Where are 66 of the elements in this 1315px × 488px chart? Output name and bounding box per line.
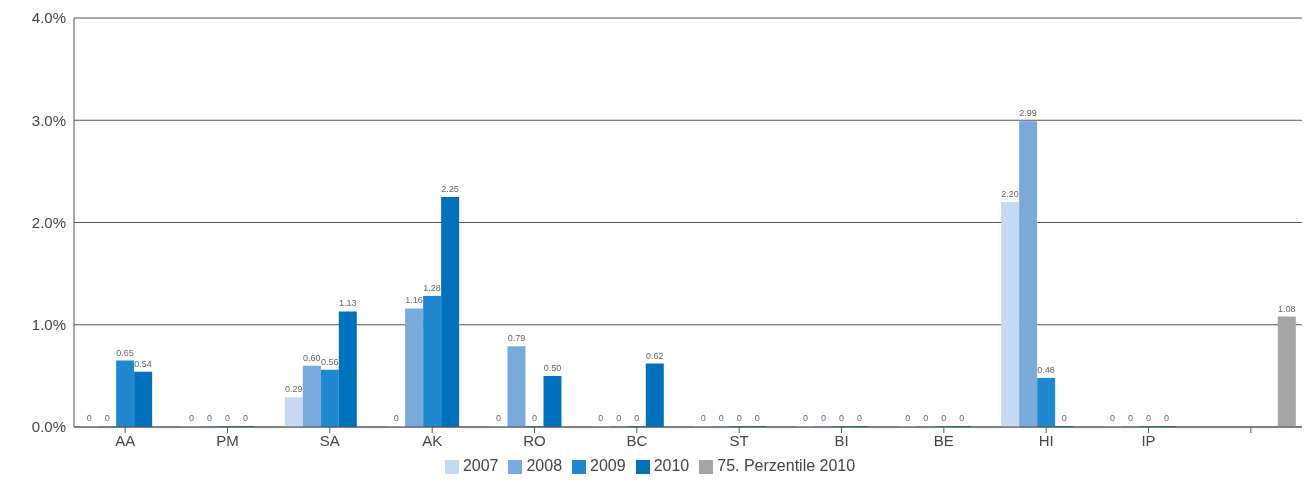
- data-label: 0: [959, 413, 965, 423]
- data-label: 0: [736, 413, 742, 423]
- y-tick-label: 0.0%: [31, 418, 66, 436]
- data-label: 1.08: [1278, 303, 1296, 314]
- legend-label: 2007: [462, 457, 499, 474]
- y-tick-label: 4.0%: [31, 9, 66, 27]
- data-label: 2.20: [1001, 189, 1019, 200]
- data-label: 0: [531, 413, 537, 423]
- data-label: 0.79: [507, 333, 526, 344]
- data-label: 0.29: [285, 384, 303, 395]
- data-label: 0.48: [1037, 364, 1055, 375]
- data-label: 0: [923, 413, 929, 423]
- data-label: 0: [905, 413, 911, 423]
- data-label: 0: [718, 413, 724, 423]
- data-label: 0: [242, 413, 248, 423]
- data-label: 0: [634, 413, 640, 423]
- data-label: 2.25: [441, 183, 459, 194]
- data-label: 0: [224, 413, 230, 423]
- data-label: 0: [206, 413, 212, 423]
- data-label: 0: [1109, 413, 1115, 423]
- data-label: 0: [856, 413, 862, 423]
- data-label: 0: [598, 413, 604, 423]
- data-label: 1.13: [339, 298, 357, 309]
- x-tick-label: BI: [834, 431, 849, 449]
- data-label: 0: [188, 413, 194, 423]
- data-label: 0: [700, 413, 706, 423]
- data-label: 0: [86, 413, 92, 423]
- x-tick-label: PM: [216, 431, 239, 449]
- x-tick-label: BE: [933, 431, 954, 449]
- y-tick-label: 1.0%: [31, 316, 66, 334]
- y-tick-label: 3.0%: [31, 111, 66, 129]
- data-label: 0: [838, 413, 844, 423]
- data-label: 0: [393, 413, 399, 423]
- data-label: 2.99: [1019, 108, 1037, 119]
- x-tick-label: BC: [626, 431, 648, 449]
- x-tick-label: ST: [729, 431, 749, 449]
- data-label: 0: [104, 413, 110, 423]
- data-label: 0.56: [321, 356, 339, 367]
- x-tick-label: RO: [523, 431, 546, 449]
- x-tick-label: SA: [319, 431, 340, 449]
- data-label: 0: [1127, 413, 1133, 423]
- data-label: 0: [1145, 413, 1151, 423]
- data-label: 0.50: [543, 362, 562, 373]
- data-label: 0: [495, 413, 501, 423]
- data-label: 0: [616, 413, 622, 423]
- data-label: 0.65: [116, 347, 134, 358]
- data-label: 0: [941, 413, 947, 423]
- legend-label: 2009: [590, 457, 626, 474]
- data-label: 0.54: [134, 358, 152, 369]
- data-label: 0: [1061, 413, 1067, 423]
- x-tick-label: AA: [115, 431, 136, 449]
- data-label: 0.62: [646, 350, 664, 361]
- x-tick-label: HI: [1038, 431, 1054, 449]
- legend-label: 75. Perzentile 2010: [717, 457, 856, 474]
- x-tick-label: AK: [422, 431, 443, 449]
- legend-label: 2010: [653, 457, 690, 474]
- data-label: 1.28: [423, 283, 441, 294]
- y-tick-label: 2.0%: [31, 213, 66, 231]
- x-tick-label: IP: [1141, 431, 1156, 449]
- data-label: 0.60: [303, 352, 321, 363]
- data-label: 0: [754, 413, 760, 423]
- legend-label: 2008: [526, 457, 563, 474]
- data-label: 0: [1163, 413, 1169, 423]
- data-label: 0: [820, 413, 826, 423]
- data-label: 0: [802, 413, 808, 423]
- data-label: 1.16: [405, 295, 423, 306]
